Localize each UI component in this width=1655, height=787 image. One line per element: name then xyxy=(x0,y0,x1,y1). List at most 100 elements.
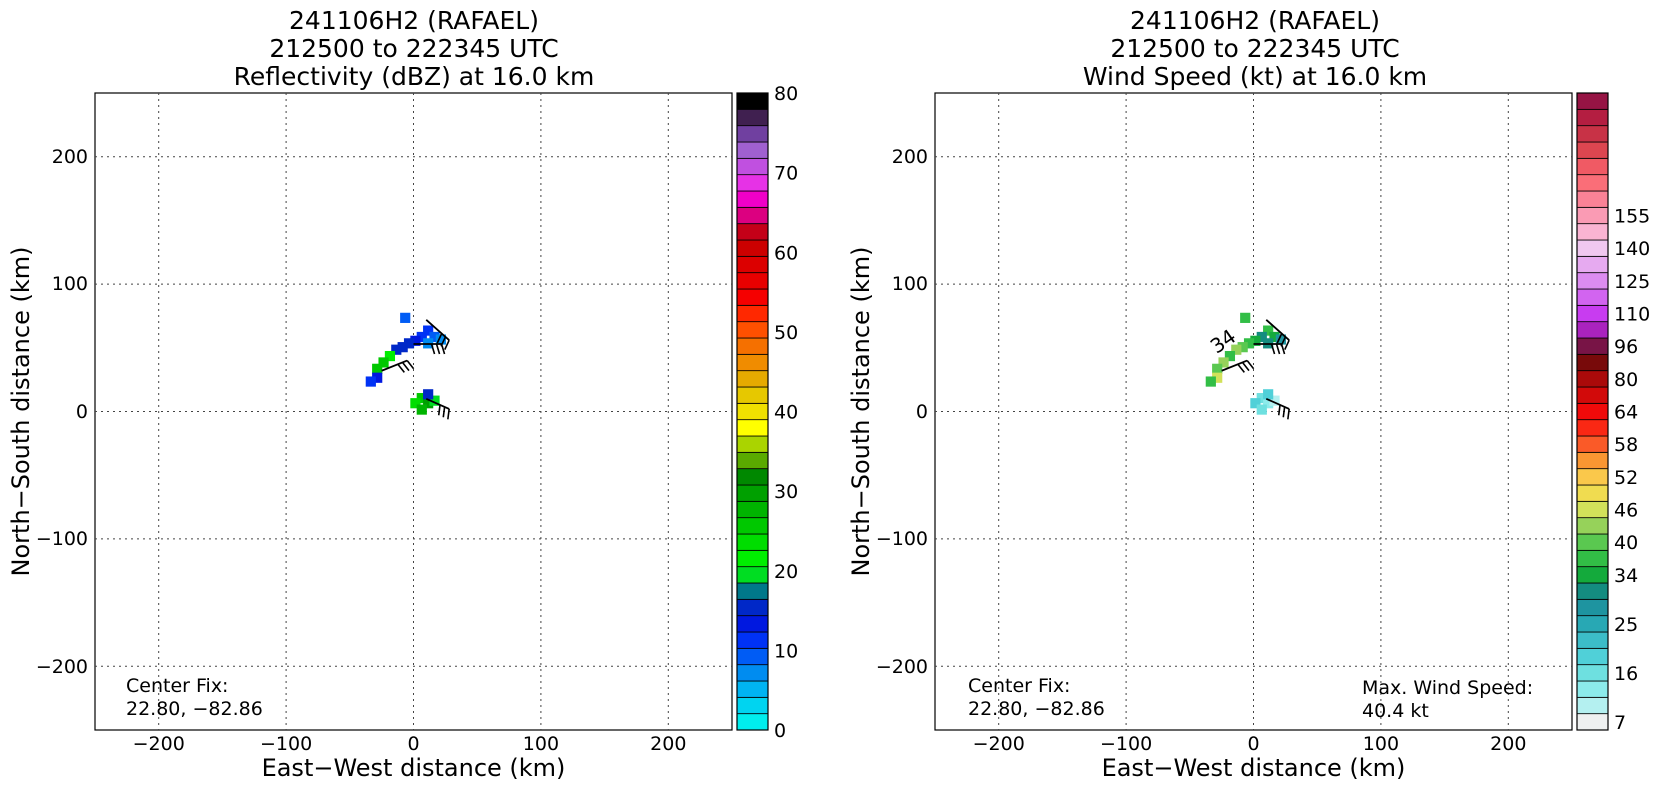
right-xtick-label: 0 xyxy=(1247,733,1259,755)
data-cell xyxy=(1250,335,1261,346)
wind-barb-feather xyxy=(1284,339,1290,350)
data-cell xyxy=(1218,357,1229,368)
colorbar-segment xyxy=(736,419,769,437)
colorbar-segment xyxy=(1576,321,1609,339)
colorbar-segment xyxy=(1576,500,1609,519)
colorbar-segment xyxy=(1576,419,1609,437)
colorbar-segment xyxy=(1576,337,1609,355)
data-cell xyxy=(1231,344,1242,355)
left-gridlines xyxy=(95,93,732,730)
colorbar-segment xyxy=(1576,615,1609,633)
right-ytick-label: 0 xyxy=(916,401,928,423)
colorbar-tick-label: 7 xyxy=(1614,712,1626,734)
colorbar-segment xyxy=(1576,288,1609,306)
colorbar-segment xyxy=(736,468,769,486)
right-title-line-3: Wind Speed (kt) at 16.0 km xyxy=(1083,62,1427,91)
colorbar-segment xyxy=(736,484,769,502)
colorbar-segment xyxy=(736,451,769,470)
colorbar-tick-label: 50 xyxy=(774,322,798,344)
colorbar-segment xyxy=(1576,468,1609,486)
wind-barb-feather xyxy=(435,343,441,355)
colorbar-segment xyxy=(736,696,769,715)
right-windspeed-cells xyxy=(1205,312,1286,415)
colorbar-segment xyxy=(736,615,769,633)
colorbar-segment xyxy=(1576,125,1609,143)
wind-barb-shaft xyxy=(1265,319,1290,341)
colorbar-segment xyxy=(736,174,769,192)
colorbar-tick-label: 64 xyxy=(1614,402,1638,424)
colorbar-segment xyxy=(1576,484,1609,502)
colorbar-segment xyxy=(736,255,769,274)
wind-barb-feather xyxy=(436,333,443,344)
left-colorbar-tick-labels: 0 10 20 30 40 50 60 70 80 xyxy=(774,83,798,742)
colorbar-segment xyxy=(736,582,769,600)
data-cell xyxy=(416,404,427,415)
data-cell xyxy=(391,344,402,355)
wind-barb-feather xyxy=(406,360,415,370)
colorbar-tick-label: 110 xyxy=(1614,304,1650,326)
data-cell xyxy=(410,335,421,346)
colorbar-segment xyxy=(1576,174,1609,192)
left-xtick-label: 200 xyxy=(650,733,686,755)
right-colorbar-tick-labels: 7 16 25 34 40 46 52 58 64 80 96 110 125 140 155 xyxy=(1614,206,1650,734)
right-xtick-label: 200 xyxy=(1490,733,1526,755)
colorbar-segment xyxy=(736,353,769,372)
colorbar-segment xyxy=(736,435,769,453)
colorbar-segment xyxy=(736,566,769,584)
colorbar-tick-label: 60 xyxy=(774,242,798,264)
left-x-axis-label: East−West distance (km) xyxy=(262,754,566,782)
colorbar-segment xyxy=(1576,582,1609,600)
colorbar-segment xyxy=(1576,647,1609,666)
colorbar-segment xyxy=(1576,255,1609,274)
right-y-axis-label: North−South distance (km) xyxy=(847,247,875,577)
colorbar-tick-label: 30 xyxy=(774,481,798,503)
left-title-line-3: Reflectivity (dBZ) at 16.0 km xyxy=(234,62,595,91)
data-cell xyxy=(1243,338,1255,349)
data-cell xyxy=(1224,350,1236,362)
data-cell xyxy=(429,331,440,343)
colorbar-segment xyxy=(1576,223,1609,241)
colorbar-frame xyxy=(736,92,769,731)
colorbar-segment xyxy=(736,321,769,339)
wind-barb-feather xyxy=(447,408,450,420)
colorbar-tick-label: 16 xyxy=(1614,663,1638,685)
colorbar-segment xyxy=(1576,304,1609,323)
colorbar-segment xyxy=(736,598,769,617)
colorbar-segment xyxy=(1576,549,1609,568)
colorbar-segment xyxy=(736,157,769,176)
colorbar-segment xyxy=(736,549,769,568)
colorbar-tick-label: 80 xyxy=(774,83,798,105)
left-xtick-label: −100 xyxy=(260,733,312,755)
right-colorbar xyxy=(1576,92,1609,731)
left-wind-barbs xyxy=(381,319,450,420)
wind-barb-feather xyxy=(397,363,405,373)
wind-barb-feather xyxy=(442,406,446,418)
right-wind-barbs xyxy=(1221,319,1290,420)
data-cell xyxy=(372,363,383,374)
right-ytick-label: 100 xyxy=(892,273,928,295)
data-cell xyxy=(423,398,434,409)
wind-barb-feather xyxy=(1237,363,1245,373)
wind-barb-feather xyxy=(1280,343,1286,355)
left-plot-area xyxy=(94,92,733,731)
right-title-line-1: 241106H2 (RAFAEL) xyxy=(1130,6,1380,35)
colorbar-segment xyxy=(736,533,769,551)
colorbar-segment xyxy=(736,647,769,666)
colorbar-tick-label: 46 xyxy=(1614,500,1638,522)
data-cell xyxy=(397,342,408,353)
colorbar-segment xyxy=(1576,386,1609,404)
colorbar-tick-label: 20 xyxy=(774,561,798,583)
left-ytick-label: 100 xyxy=(52,273,88,295)
left-ytick-label: −100 xyxy=(36,528,88,550)
left-xtick-label: 0 xyxy=(407,733,419,755)
right-y-tick-labels: 200 100 0 −100 −200 xyxy=(876,146,928,678)
colorbar-segment xyxy=(736,713,769,731)
data-cell xyxy=(1263,398,1274,409)
wind-barb-feather xyxy=(444,339,450,350)
colorbar-segment xyxy=(736,631,769,649)
data-cell xyxy=(1237,342,1248,353)
colorbar-segment xyxy=(1576,92,1609,110)
left-panel: 241106H2 (RAFAEL) 212500 to 222345 UTC R… xyxy=(7,6,798,782)
colorbar-segment xyxy=(736,370,769,388)
right-ytick-label: 200 xyxy=(892,146,928,168)
